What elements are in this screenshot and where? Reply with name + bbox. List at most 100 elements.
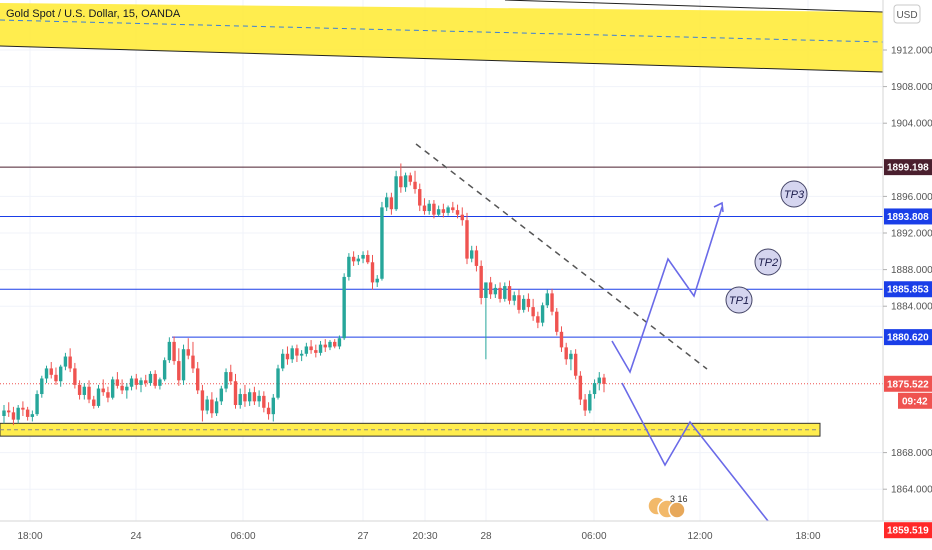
level-1885-tag (884, 281, 932, 298)
time-axis[interactable] (0, 521, 883, 550)
price-tick-label: 1888.000 (891, 265, 932, 276)
candle-body (446, 207, 450, 213)
time-tick-label: 27 (357, 531, 369, 542)
candle-body (129, 378, 134, 387)
target-label-tp1: TP1 (729, 295, 749, 307)
level-1885-tag-label: 1885.853 (887, 285, 929, 296)
event-flag-3[interactable] (668, 501, 686, 519)
price-axis-tags: 1899.198 1893.808 1885.853 1880.620 1859.519… (884, 159, 932, 539)
currency-button-frame[interactable] (893, 4, 921, 24)
price-tick-label: 1884.000 (891, 302, 932, 313)
candle-body (484, 282, 488, 298)
candle-body (295, 348, 299, 356)
price-tick-label: 1896.000 (891, 192, 932, 203)
candle-body (92, 399, 96, 406)
candle-body (583, 399, 587, 411)
candle-body (7, 410, 11, 413)
candle-body (16, 407, 20, 420)
candle-body (196, 368, 200, 391)
candle-body (115, 379, 120, 386)
candle-body (186, 349, 190, 356)
candle-body (276, 368, 280, 398)
current-price-tag (884, 375, 932, 392)
candle-body (30, 414, 35, 417)
currency-button[interactable]: USD (893, 4, 921, 24)
candle-body (58, 366, 63, 382)
candle-body (361, 254, 365, 259)
candle-body (229, 372, 233, 382)
candle-body (181, 349, 186, 381)
candle-body (162, 360, 167, 380)
candle-body (531, 307, 535, 317)
candle-body (351, 256, 356, 262)
events-badge[interactable]: 3 16 (647, 494, 688, 519)
candle-body (470, 250, 474, 259)
candle-body (564, 347, 568, 360)
target-marker-tp3[interactable] (780, 180, 808, 208)
candle-body (569, 353, 573, 360)
price-axis[interactable] (883, 0, 932, 521)
candle-body (526, 298, 531, 308)
target-marker-tp1[interactable] (725, 286, 753, 314)
candle-body (342, 276, 346, 339)
candle-body (40, 378, 44, 395)
price-axis-ticks: 1912.000 1908.000 1904.000 1896.000 1892.000… (883, 46, 932, 496)
candle-body (87, 386, 91, 400)
candle-body (559, 331, 564, 348)
candle-body (299, 353, 304, 356)
candle-body (11, 412, 16, 420)
time-tick-label: 18:00 (17, 531, 42, 542)
candle-body (380, 207, 384, 279)
candle-body (517, 295, 521, 310)
candle-body (266, 407, 271, 415)
candle-body (536, 316, 540, 323)
time-tick-label: 12:00 (687, 531, 712, 542)
zones (0, 0, 884, 437)
candle-body (49, 368, 53, 375)
price-tick-label: 1892.000 (891, 229, 932, 240)
candle-body (304, 346, 309, 354)
price-tick-label: 1908.000 (891, 82, 932, 93)
current-price-label: 1875.522 (887, 379, 929, 390)
events-count: 3 16 (670, 494, 688, 504)
currency-label[interactable]: USD (896, 10, 917, 21)
countdown-label: 09:42 (902, 396, 928, 407)
candle-body (498, 287, 502, 299)
time-tick-label: 20:30 (412, 531, 437, 542)
bearish-projection (621, 382, 769, 522)
candle-body (408, 175, 412, 182)
top-zone-lower-edge (0, 45, 884, 73)
candle-body (68, 356, 72, 369)
candle-body (191, 355, 195, 369)
level-1893-tag (884, 208, 932, 225)
level-1880-tag (884, 329, 932, 346)
candle-body (77, 384, 82, 395)
candle-body (224, 372, 228, 389)
candle-body (394, 176, 398, 210)
candle-body (125, 386, 129, 391)
candle-body (460, 214, 464, 221)
price-tick-label: 1864.000 (891, 485, 932, 496)
candle-body (403, 175, 408, 188)
time-axis-ticks: 18:00 24 06:00 27 20:30 28 06:00 12:00 18:00 (17, 531, 820, 542)
candle-body (318, 344, 323, 353)
candle-body (347, 256, 351, 277)
candle-body (550, 293, 554, 312)
target-marker-tp2[interactable] (754, 248, 782, 276)
candle-body (110, 379, 115, 398)
candle-body (573, 353, 578, 376)
candle-body (25, 409, 30, 417)
candle-body (540, 305, 545, 323)
candle-body (233, 381, 238, 406)
candle-body (158, 379, 162, 386)
bullish-projection-arrowhead (713, 201, 724, 213)
candle-body (238, 394, 242, 406)
top-zone-midline (0, 19, 884, 43)
candle-body (214, 401, 219, 414)
candle-body (210, 399, 214, 414)
price-tick-label: 1904.000 (891, 119, 932, 130)
candle-body (252, 392, 257, 402)
candle-body (153, 373, 157, 386)
